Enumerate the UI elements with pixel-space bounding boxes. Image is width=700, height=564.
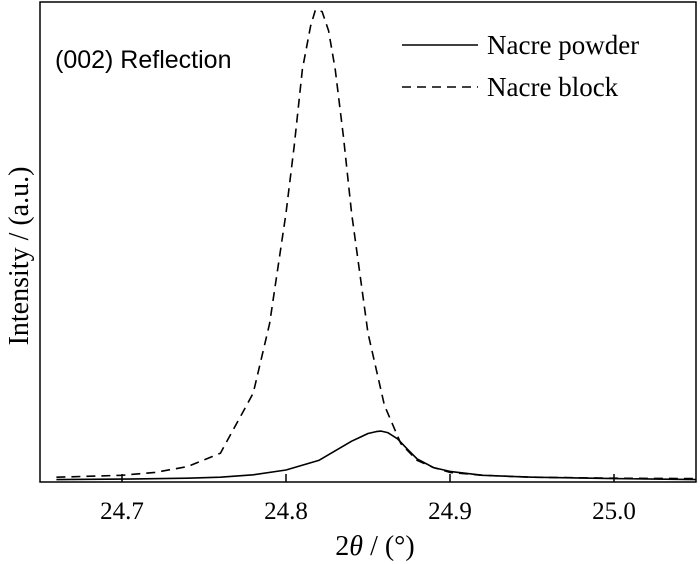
x-tick-label: 24.7 — [100, 498, 144, 525]
x-axis-ticks: 24.7 24.8 24.9 25.0 — [100, 474, 636, 525]
series-layer — [56, 8, 697, 481]
y-axis-title: Intensity / (a.u.) — [4, 167, 35, 346]
x-axis-title: 2θ / (°) — [335, 531, 414, 562]
legend-label-nacre-block: Nacre block — [487, 72, 619, 102]
legend-label-nacre-powder: Nacre powder — [487, 30, 639, 60]
plot-frame — [39, 1, 697, 483]
x-tick-label: 24.9 — [428, 498, 472, 525]
x-tick-label: 24.8 — [264, 498, 308, 525]
annotation-label: (002) Reflection — [55, 46, 231, 74]
x-tick-label: 25.0 — [592, 498, 636, 525]
series-line-nacre-block — [56, 8, 697, 480]
legend: Nacre powder Nacre block — [402, 30, 639, 102]
